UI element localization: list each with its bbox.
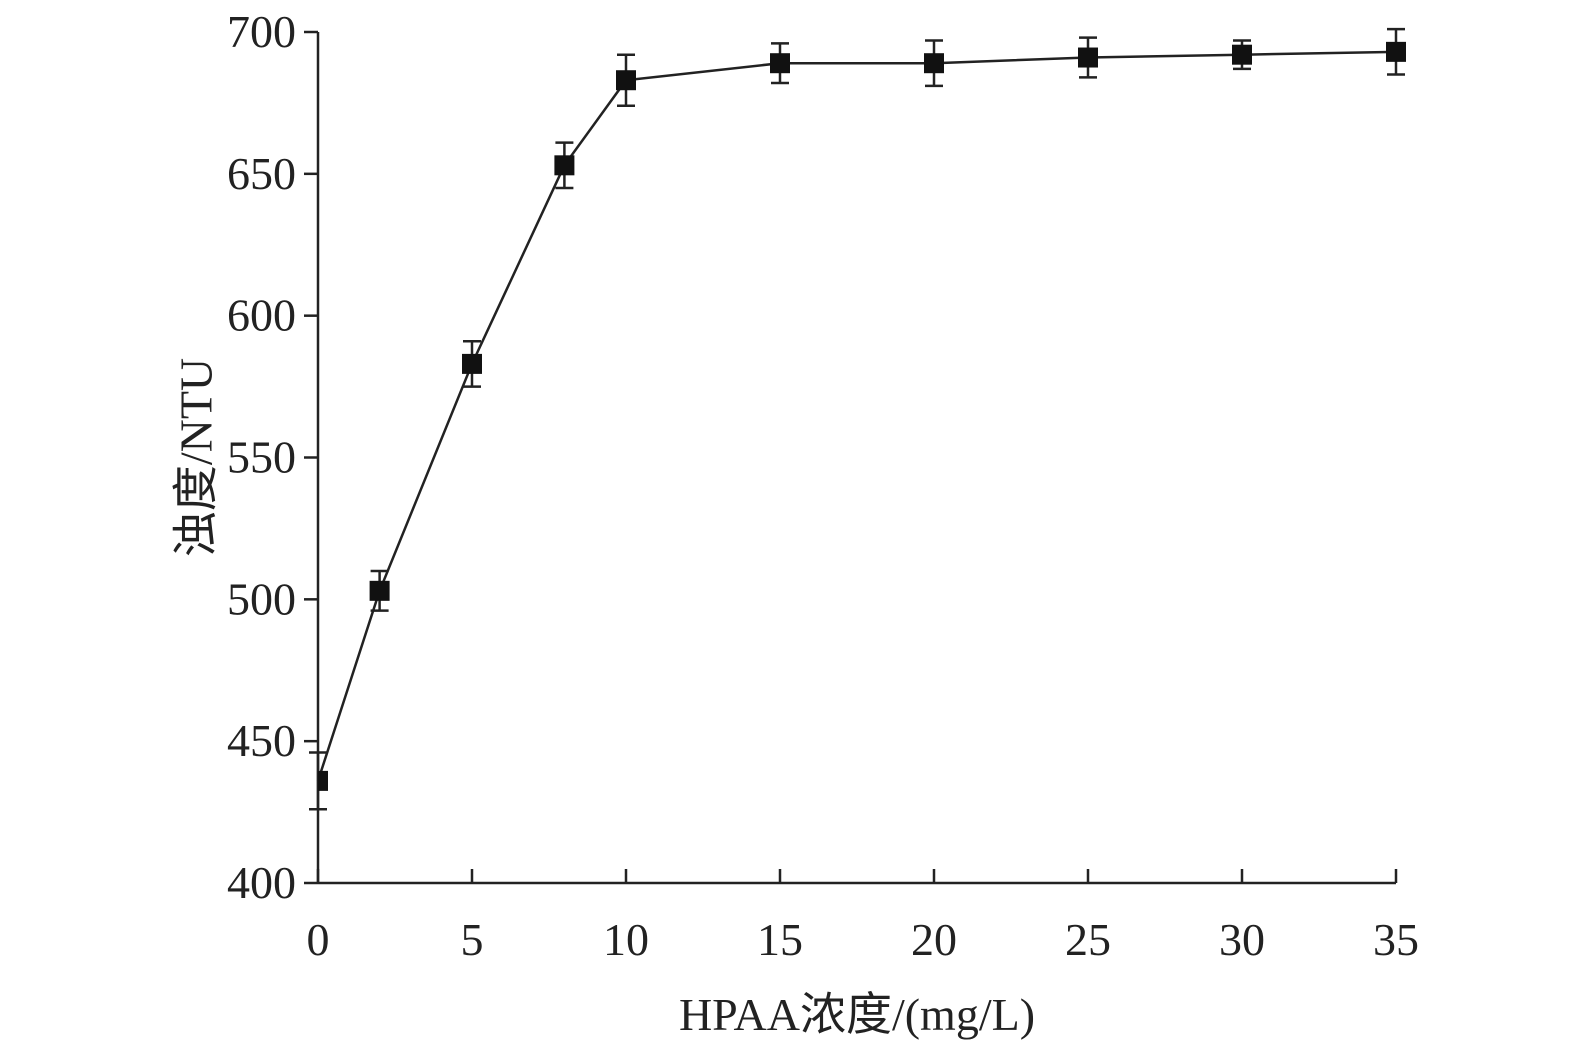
y-tick-label: 450 [227,715,296,766]
data-point-marker [554,155,575,176]
x-tick-label: 15 [757,914,803,965]
data-point-marker [770,53,790,74]
data-point-marker [318,770,328,791]
data-point-marker [369,580,390,601]
y-tick-label: 700 [227,6,296,57]
series-line [316,50,1397,782]
x-tick-label: 20 [911,914,957,965]
y-tick-label: 600 [227,290,296,341]
x-tick-label: 30 [1219,914,1265,965]
y-tick-label: 400 [227,857,296,908]
data-series [309,27,1406,811]
x-tick-label: 35 [1373,914,1419,965]
x-tick-label: 25 [1065,914,1111,965]
y-tick-label: 500 [227,573,296,624]
x-tick-label: 10 [603,914,649,965]
x-tick-label: 0 [307,914,330,965]
y-tick-label: 550 [227,432,296,483]
x-axis-title: HPAA浓度/(mg/L) [679,989,1035,1040]
axes [316,32,1396,885]
ticks: 400 450 500 550 600 650 700 0 5 10 15 20 25 30 35 [227,6,1419,965]
data-point-marker [616,70,636,91]
y-axis-title: 浊度/NTU [171,358,222,557]
data-point-marker [1078,47,1098,68]
data-point-marker [462,353,482,374]
data-point-marker [1386,41,1406,62]
x-tick-label: 5 [461,914,484,965]
y-tick-label: 650 [227,148,296,199]
data-point-marker [924,53,944,74]
data-point-marker [1232,44,1252,65]
